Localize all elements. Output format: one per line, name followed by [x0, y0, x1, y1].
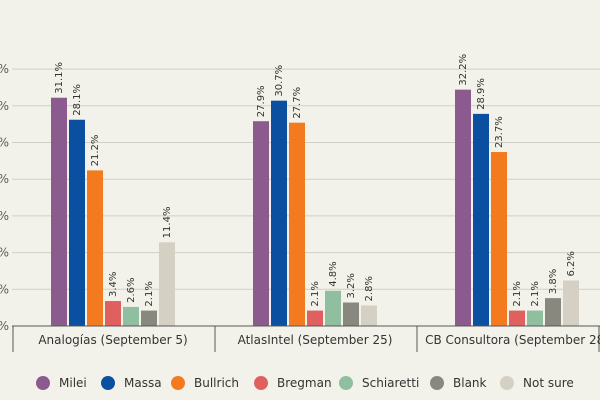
bar — [563, 280, 579, 326]
data-label: 3.2% — [346, 273, 357, 298]
category-label: CB Consultora (September 28) — [425, 333, 600, 347]
legend-marker — [171, 376, 185, 390]
y-tick-label: 5% — [0, 172, 9, 186]
legend-label: Massa — [124, 376, 162, 390]
y-tick-label: 5% — [0, 99, 9, 113]
y-tick-label: % — [0, 319, 9, 333]
legend-label: Bregman — [277, 376, 332, 390]
bar — [307, 310, 323, 326]
bar — [343, 302, 359, 326]
category-label: AtlasIntel (September 25) — [238, 333, 393, 347]
legend-label: Bullrich — [194, 376, 239, 390]
legend-label: Milei — [59, 376, 87, 390]
legend-marker — [430, 376, 444, 390]
data-label: 2.6% — [126, 278, 137, 303]
bar — [69, 119, 85, 326]
data-labels: 31.1% 28.1% 21.2% 3.4% 2.6% 2.1% 11.4% 27.9% 30.… — [54, 54, 577, 307]
data-label: 4.8% — [328, 261, 339, 286]
y-tick-label: 0% — [0, 209, 9, 223]
y-tick-label: 0% — [0, 136, 9, 150]
data-label: 30.7% — [274, 65, 285, 97]
bar — [455, 89, 471, 326]
data-label: 3.4% — [108, 272, 119, 297]
data-label: 2.1% — [144, 281, 155, 306]
gridlines — [12, 68, 600, 327]
data-label: 3.8% — [548, 269, 559, 294]
data-label: 27.9% — [256, 85, 267, 117]
data-label: 23.7% — [494, 116, 505, 148]
y-tick-label: 0% — [0, 62, 9, 76]
data-label: 32.2% — [458, 54, 469, 86]
data-label: 11.4% — [162, 207, 173, 239]
bar — [361, 305, 377, 326]
bar — [141, 310, 157, 326]
legend-marker — [339, 376, 353, 390]
data-label: 6.2% — [566, 251, 577, 276]
legend-marker — [36, 376, 50, 390]
legend: Milei Massa Bullrich Bregman Schiaretti Blank… — [36, 376, 574, 390]
bar — [123, 306, 139, 326]
category-label: Analogías (September 5) — [38, 333, 187, 347]
y-axis-tick-labels: % 0% 5% 0% 5% 0% 5% 0% — [0, 62, 9, 333]
bar — [105, 301, 121, 326]
bar — [271, 100, 287, 326]
bar — [253, 121, 269, 327]
bars — [51, 89, 579, 327]
data-label: 2.1% — [310, 281, 321, 306]
bar — [545, 298, 561, 326]
data-label: 2.1% — [512, 281, 523, 306]
y-tick-label: 0% — [0, 282, 9, 296]
data-label: 2.1% — [530, 281, 541, 306]
bar — [87, 170, 103, 326]
bar — [509, 310, 525, 326]
bar — [491, 152, 507, 326]
legend-label: Blank — [453, 376, 487, 390]
data-label: 28.1% — [72, 84, 83, 116]
bar — [289, 122, 305, 326]
legend-marker — [254, 376, 268, 390]
legend-marker — [101, 376, 115, 390]
data-label: 21.2% — [90, 135, 101, 167]
legend-label: Not sure — [523, 376, 574, 390]
legend-label: Schiaretti — [362, 376, 419, 390]
data-label: 31.1% — [54, 62, 65, 94]
data-label: 27.7% — [292, 87, 303, 119]
data-label: 2.8% — [364, 276, 375, 301]
legend-marker — [500, 376, 514, 390]
x-axis: Analogías (September 5) AtlasIntel (Septe… — [12, 325, 600, 352]
bar — [527, 310, 543, 326]
bar — [159, 242, 175, 326]
bar — [473, 113, 489, 327]
y-tick-label: 5% — [0, 246, 9, 260]
bar — [51, 97, 67, 326]
data-label: 28.9% — [476, 78, 487, 110]
bar — [325, 290, 341, 326]
